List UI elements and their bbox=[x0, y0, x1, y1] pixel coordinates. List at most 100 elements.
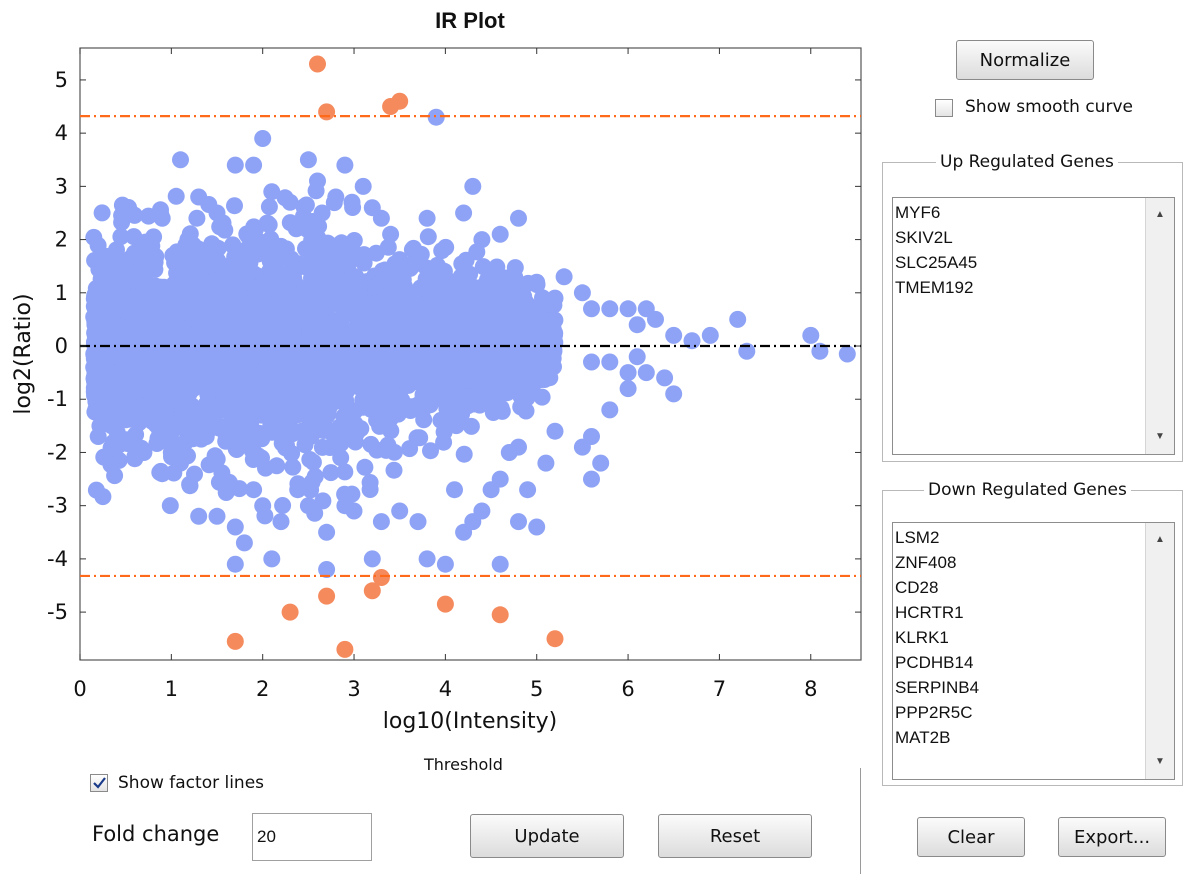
data-point bbox=[157, 322, 175, 340]
data-point bbox=[382, 323, 400, 341]
data-point bbox=[289, 406, 306, 424]
data-point bbox=[462, 314, 480, 332]
gene-list-item[interactable]: KLRK1 bbox=[895, 628, 949, 647]
data-point bbox=[372, 209, 390, 227]
data-point bbox=[435, 423, 453, 441]
up-list-scrollbar[interactable]: ▲ ▼ bbox=[1145, 198, 1174, 454]
gene-list-item[interactable]: TMEM192 bbox=[895, 278, 974, 297]
down-list-scrollbar[interactable]: ▲ ▼ bbox=[1145, 523, 1174, 779]
gene-list-item[interactable]: SKIV2L bbox=[895, 228, 953, 247]
data-point bbox=[184, 247, 202, 264]
data-point bbox=[388, 364, 406, 382]
scroll-up-icon[interactable]: ▲ bbox=[1155, 534, 1165, 545]
data-point bbox=[637, 364, 655, 382]
data-point bbox=[107, 265, 125, 283]
data-point bbox=[87, 393, 105, 411]
down-regulated-list[interactable]: LSM2 ZNF408 CD28 HCRTR1 KLRK1 PCDHB14 SERPINB4… bbox=[892, 522, 1175, 780]
y-tick-label: 1 bbox=[55, 281, 68, 305]
data-point bbox=[274, 497, 292, 514]
data-point bbox=[430, 354, 447, 371]
data-point bbox=[173, 269, 191, 287]
outlier-point bbox=[436, 595, 454, 613]
gene-list-item[interactable]: PCDHB14 bbox=[895, 653, 974, 672]
smooth-curve-checkbox[interactable] bbox=[935, 99, 953, 117]
data-point bbox=[472, 371, 490, 389]
outlier-point bbox=[318, 103, 336, 121]
data-point bbox=[340, 339, 358, 357]
data-point bbox=[555, 268, 573, 286]
x-tick-label: 7 bbox=[713, 677, 726, 701]
data-point bbox=[277, 416, 295, 434]
smooth-curve-label: Show smooth curve bbox=[965, 97, 1133, 117]
data-point bbox=[157, 404, 174, 422]
data-point bbox=[354, 335, 371, 353]
data-point bbox=[175, 362, 192, 380]
data-point bbox=[592, 454, 610, 472]
data-point bbox=[282, 250, 300, 268]
data-point bbox=[113, 196, 131, 214]
data-point bbox=[360, 365, 378, 382]
data-point bbox=[510, 209, 527, 227]
data-point bbox=[367, 277, 385, 295]
gene-list-item[interactable]: CD28 bbox=[895, 578, 939, 597]
data-point bbox=[573, 438, 591, 456]
update-button[interactable]: Update bbox=[470, 814, 624, 858]
data-point bbox=[455, 445, 473, 463]
data-point bbox=[457, 251, 475, 269]
data-point bbox=[464, 177, 482, 195]
data-point bbox=[126, 289, 144, 307]
scroll-up-icon[interactable]: ▲ bbox=[1155, 209, 1165, 220]
gene-list-item[interactable]: HCRTR1 bbox=[895, 603, 964, 622]
data-point bbox=[528, 273, 546, 291]
factor-lines-checkbox[interactable] bbox=[90, 774, 108, 792]
outlier-point bbox=[391, 92, 409, 110]
data-point bbox=[165, 293, 183, 311]
scroll-down-icon[interactable]: ▼ bbox=[1155, 431, 1165, 442]
data-point bbox=[240, 263, 257, 281]
y-tick-label: -1 bbox=[47, 387, 68, 411]
scroll-down-icon[interactable]: ▼ bbox=[1155, 756, 1165, 767]
data-point bbox=[838, 345, 856, 363]
outlier-point bbox=[372, 569, 390, 586]
clear-button[interactable]: Clear bbox=[917, 817, 1025, 857]
data-point bbox=[137, 233, 154, 251]
data-point bbox=[619, 300, 637, 318]
x-tick-label: 6 bbox=[621, 677, 634, 701]
normalize-button[interactable]: Normalize bbox=[956, 40, 1094, 80]
data-point bbox=[273, 434, 291, 452]
gene-list-item[interactable]: MYF6 bbox=[895, 203, 941, 222]
data-point bbox=[512, 345, 530, 363]
data-point bbox=[519, 481, 537, 499]
fold-change-input[interactable] bbox=[252, 813, 372, 861]
data-point bbox=[85, 358, 103, 376]
data-point bbox=[339, 302, 357, 320]
gene-list-item[interactable]: LSM2 bbox=[895, 528, 940, 547]
data-point bbox=[510, 513, 527, 531]
export-button[interactable]: Export... bbox=[1058, 817, 1166, 857]
data-point bbox=[573, 284, 591, 302]
data-point bbox=[601, 353, 619, 371]
data-point bbox=[167, 187, 185, 205]
gene-list-item[interactable]: SERPINB4 bbox=[895, 678, 980, 697]
up-regulated-list[interactable]: MYF6 SKIV2L SLC25A45 TMEM192 ▲ ▼ bbox=[892, 197, 1175, 455]
y-axis-label: log2(Ratio) bbox=[11, 293, 36, 414]
data-point bbox=[127, 426, 145, 444]
gene-list-item[interactable]: SLC25A45 bbox=[895, 253, 978, 272]
data-point bbox=[376, 413, 394, 430]
data-point bbox=[144, 402, 162, 420]
reset-button[interactable]: Reset bbox=[658, 814, 812, 858]
data-point bbox=[601, 300, 619, 318]
data-point bbox=[619, 364, 637, 382]
data-point bbox=[135, 444, 153, 461]
data-point bbox=[272, 513, 290, 531]
data-point bbox=[470, 347, 488, 365]
gene-list-item[interactable]: PPP2R5C bbox=[895, 703, 973, 722]
points-layer bbox=[85, 55, 856, 658]
gene-list-item[interactable]: ZNF408 bbox=[895, 553, 957, 572]
data-point bbox=[473, 231, 491, 249]
data-point bbox=[98, 326, 116, 344]
data-point bbox=[469, 385, 487, 403]
data-point bbox=[601, 401, 619, 419]
data-point bbox=[492, 399, 510, 417]
gene-list-item[interactable]: MAT2B bbox=[895, 728, 951, 747]
